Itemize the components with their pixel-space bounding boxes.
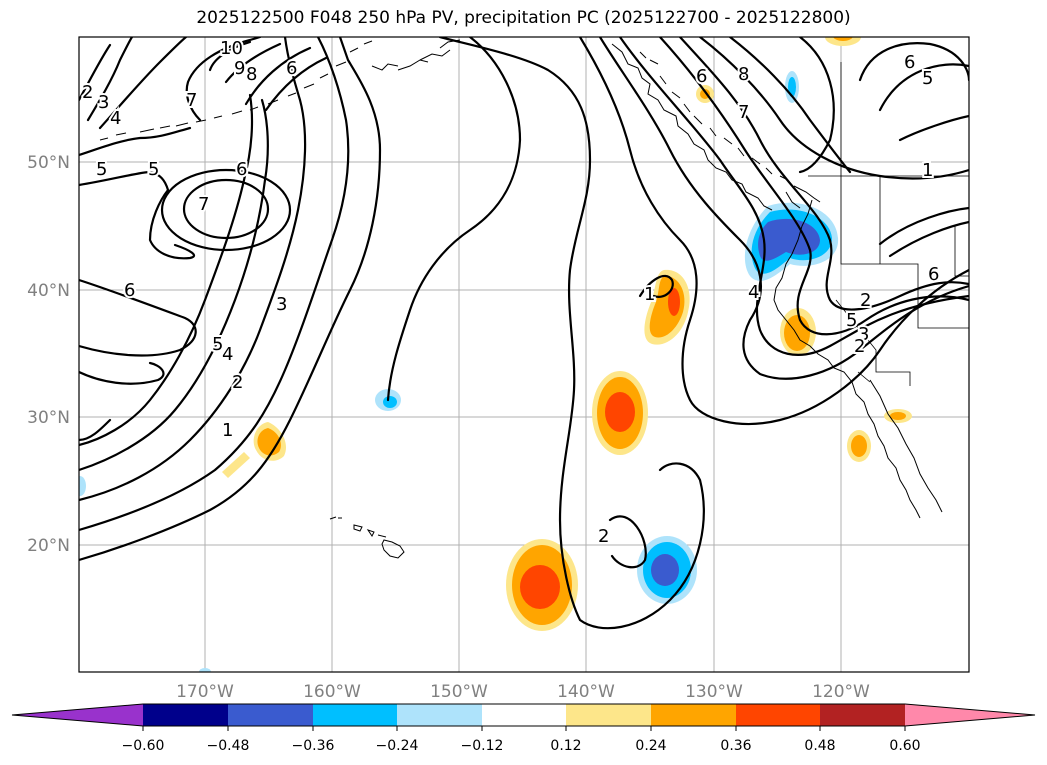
pv-label: 7 [198,194,209,215]
pv-label: 6 [696,66,707,87]
colorbar-swatch [482,704,566,726]
pv-label: 2 [82,82,93,103]
pv-label: 1 [644,284,655,305]
precip-positive-patch [884,409,912,423]
precip-positive-patch [592,371,648,455]
pv-label: 7 [738,102,749,123]
pv-contour-labels: 10 9 8 6 7 2 3 4 5 5 6 7 6 5 4 3 2 1 1 2… [80,37,941,549]
colorbar-swatch [143,704,228,726]
latitude-labels: 50°N 40°N 30°N 20°N [27,153,70,556]
colorbar-swatch [397,704,482,726]
pv-label: 9 [234,58,245,79]
pv-closed-contour [182,178,270,240]
colorbar-tick-label: −0.60 [122,738,165,754]
precip-negative-patch [785,71,799,103]
pv-label: 7 [186,90,197,111]
colorbar-extend-low [12,704,143,726]
colorbar-tick-label: 0.60 [889,738,920,754]
pv-label: 5 [148,159,159,180]
pv-label: 3 [98,92,109,113]
colorbar-tick-label: −0.12 [461,738,504,754]
colorbar-tick-label: 0.12 [550,738,581,754]
lon-label: 170°W [176,682,234,702]
longitude-labels: 170°W 160°W 150°W 140°W 130°W 120°W [176,682,870,702]
colorbar-swatch [313,704,397,726]
colorbar-tick-label: −0.24 [376,738,419,754]
pv-label: 10 [220,38,243,59]
pv-label: 2 [860,290,871,311]
pv-label: 8 [246,64,257,85]
precip-positive-patch [825,37,861,46]
pv-label: 5 [846,310,857,331]
pv-label: 3 [276,294,287,315]
precip-negative-patch [79,476,211,672]
lon-label: 140°W [557,682,615,702]
pv-contours [79,37,969,630]
colorbar-swatch [566,704,651,726]
pv-label: 6 [286,58,297,79]
colorbar-tick-label: −0.48 [207,738,250,754]
colorbar-swatch [820,704,905,726]
pv-label: 6 [928,264,939,285]
precip-positive-patch [506,539,578,631]
lon-label: 160°W [303,682,361,702]
lon-label: 130°W [685,682,743,702]
precip-anomaly-field [79,37,912,672]
precip-positive-patch [644,269,690,345]
colorbar-tick-label: 0.48 [804,738,835,754]
precip-positive-patch [847,430,871,462]
colorbar: −0.60 −0.48 −0.36 −0.24 −0.12 0.12 0.24 … [11,703,1036,754]
precip-negative-patch [744,202,839,281]
pv-label: 4 [748,282,759,303]
lat-label: 40°N [27,281,70,301]
colorbar-tick-label: 0.36 [720,738,751,754]
lat-label: 20°N [27,536,70,556]
colorbar-tick-label: −0.36 [292,738,335,754]
lat-label: 30°N [27,408,70,428]
pv-closed-contour [608,515,647,569]
pv-label: 5 [922,68,933,89]
pv-label: 2 [854,336,865,357]
pv-trough-contour [386,37,522,402]
pv-label: 2 [598,526,609,547]
pv-label: 2 [232,372,243,393]
pv-label: 4 [222,344,233,365]
map-frame [78,36,970,673]
pv-label: 5 [96,159,107,180]
map-title: 2025122500 F048 250 hPa PV, precipitatio… [196,8,851,28]
lat-label: 50°N [27,153,70,173]
pv-label: 5 [212,334,223,355]
pv-label: 4 [110,108,121,129]
colorbar-tick-label: 0.24 [635,738,666,754]
colorbar-swatch [651,704,736,726]
coastlines [99,39,943,559]
pv-label: 3 [858,324,869,345]
lon-label: 120°W [812,682,870,702]
precip-positive-patch [222,422,287,478]
colorbar-extend-high [905,704,1035,726]
pv-trough-contour [438,37,705,630]
pv-closed-contour [160,168,292,252]
colorbar-swatch [228,704,313,726]
pv-label: 8 [738,64,749,85]
colorbar-swatch [736,704,820,726]
pv-label: 1 [222,420,233,441]
pv-label: 6 [904,52,915,73]
pv-label: 6 [124,280,135,301]
pv-label: 6 [236,159,247,180]
pv-label: 1 [922,160,933,181]
lon-label: 150°W [430,682,488,702]
political-borders [808,62,969,386]
